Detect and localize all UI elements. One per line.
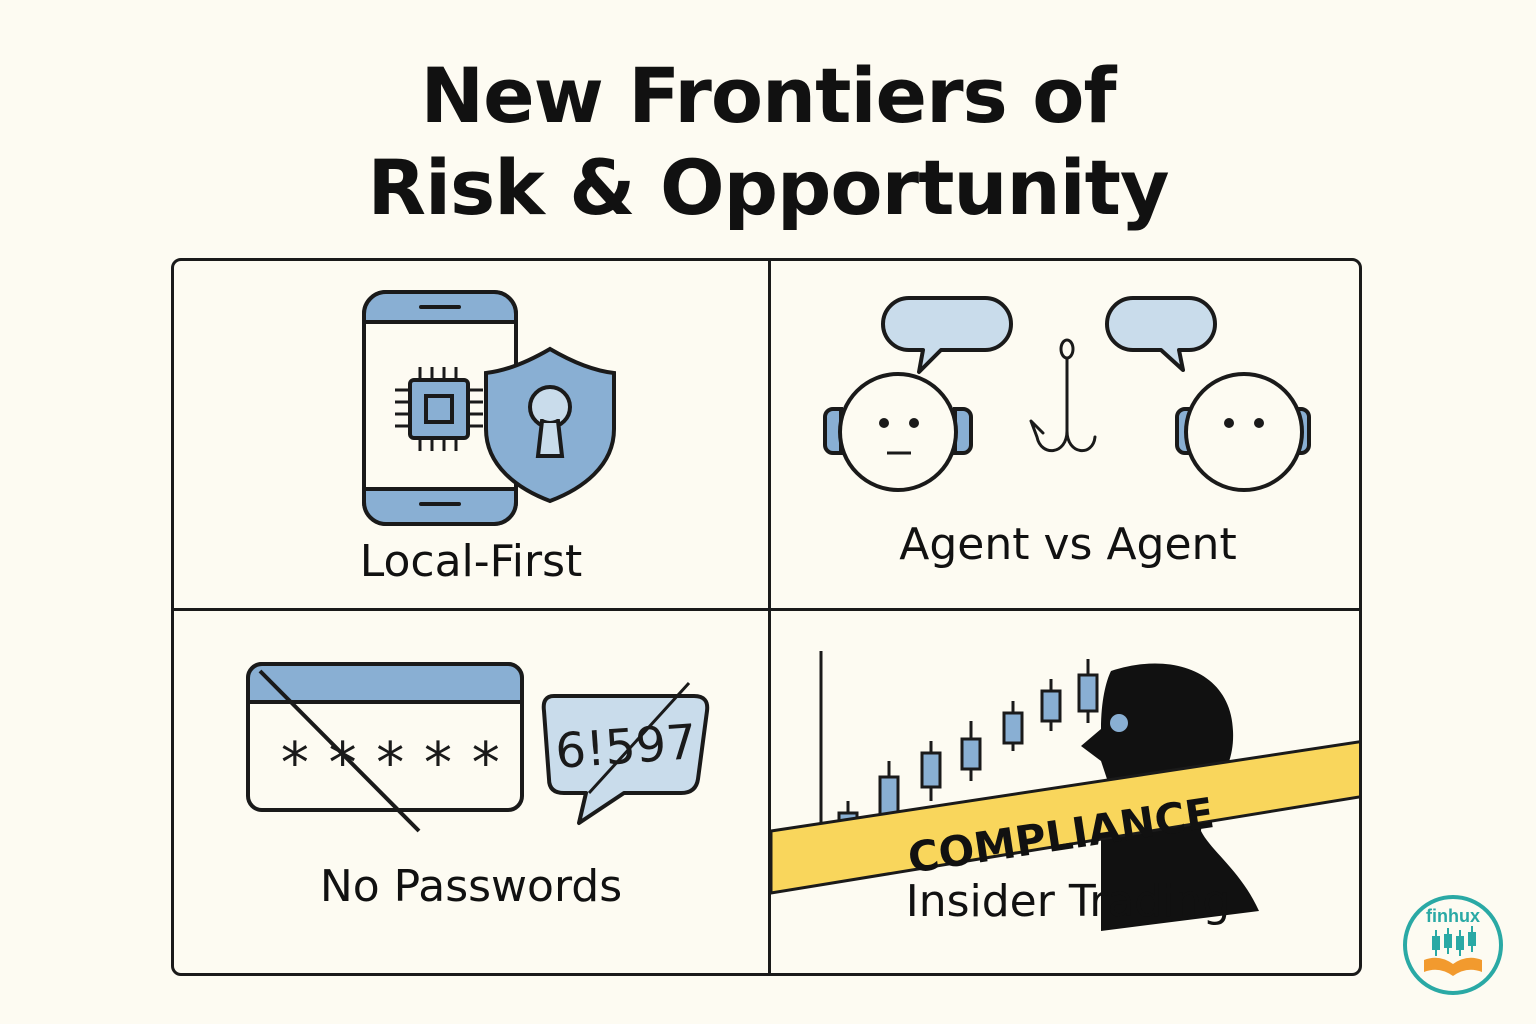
panel-label-local-first: Local-First	[359, 536, 583, 587]
password-field-icon	[246, 662, 524, 833]
otp-chat-bubble-icon	[541, 681, 710, 825]
logo-text: finhux	[1426, 906, 1480, 926]
panel-local-first: Local-First	[174, 261, 768, 608]
panel-label-insider-trading: Insider Trading	[905, 876, 1231, 927]
grid-divider-horizontal	[174, 608, 1359, 611]
candle-body	[1002, 711, 1024, 745]
fishing-hook-icon	[1029, 338, 1097, 453]
chip-icon	[395, 367, 483, 451]
panel-grid: Local-First Agent vs Agent	[171, 258, 1362, 976]
candle-body	[1040, 689, 1062, 723]
panel-label-no-passwords: No Passwords	[319, 861, 623, 912]
shield-lock-icon	[484, 346, 616, 504]
compliance-tape	[769, 740, 1359, 895]
otp-code-text: 6!597	[553, 714, 699, 780]
page-title: New Frontiers of Risk & Opportunity	[0, 50, 1536, 234]
title-line-1: New Frontiers of	[420, 51, 1116, 140]
grid-divider-vertical	[768, 261, 771, 973]
panel-agent-vs-agent: Agent vs Agent	[771, 261, 1359, 608]
title-line-2: Risk & Opportunity	[367, 143, 1169, 232]
speech-bubble-icon	[881, 296, 1217, 374]
candle-body	[1077, 673, 1099, 713]
finhux-logo: finhux	[1403, 895, 1503, 995]
panel-label-agent-vs-agent: Agent vs Agent	[899, 519, 1237, 570]
masked-password-text: *****	[278, 731, 517, 796]
candle-body	[960, 737, 982, 771]
panel-no-passwords: ***** 6!597 No Passwords	[174, 611, 768, 973]
robot-head-icon	[823, 372, 1311, 492]
panel-insider-trading: COMPLIANCE Insider Trading	[769, 611, 1359, 973]
candle-body	[920, 751, 942, 789]
